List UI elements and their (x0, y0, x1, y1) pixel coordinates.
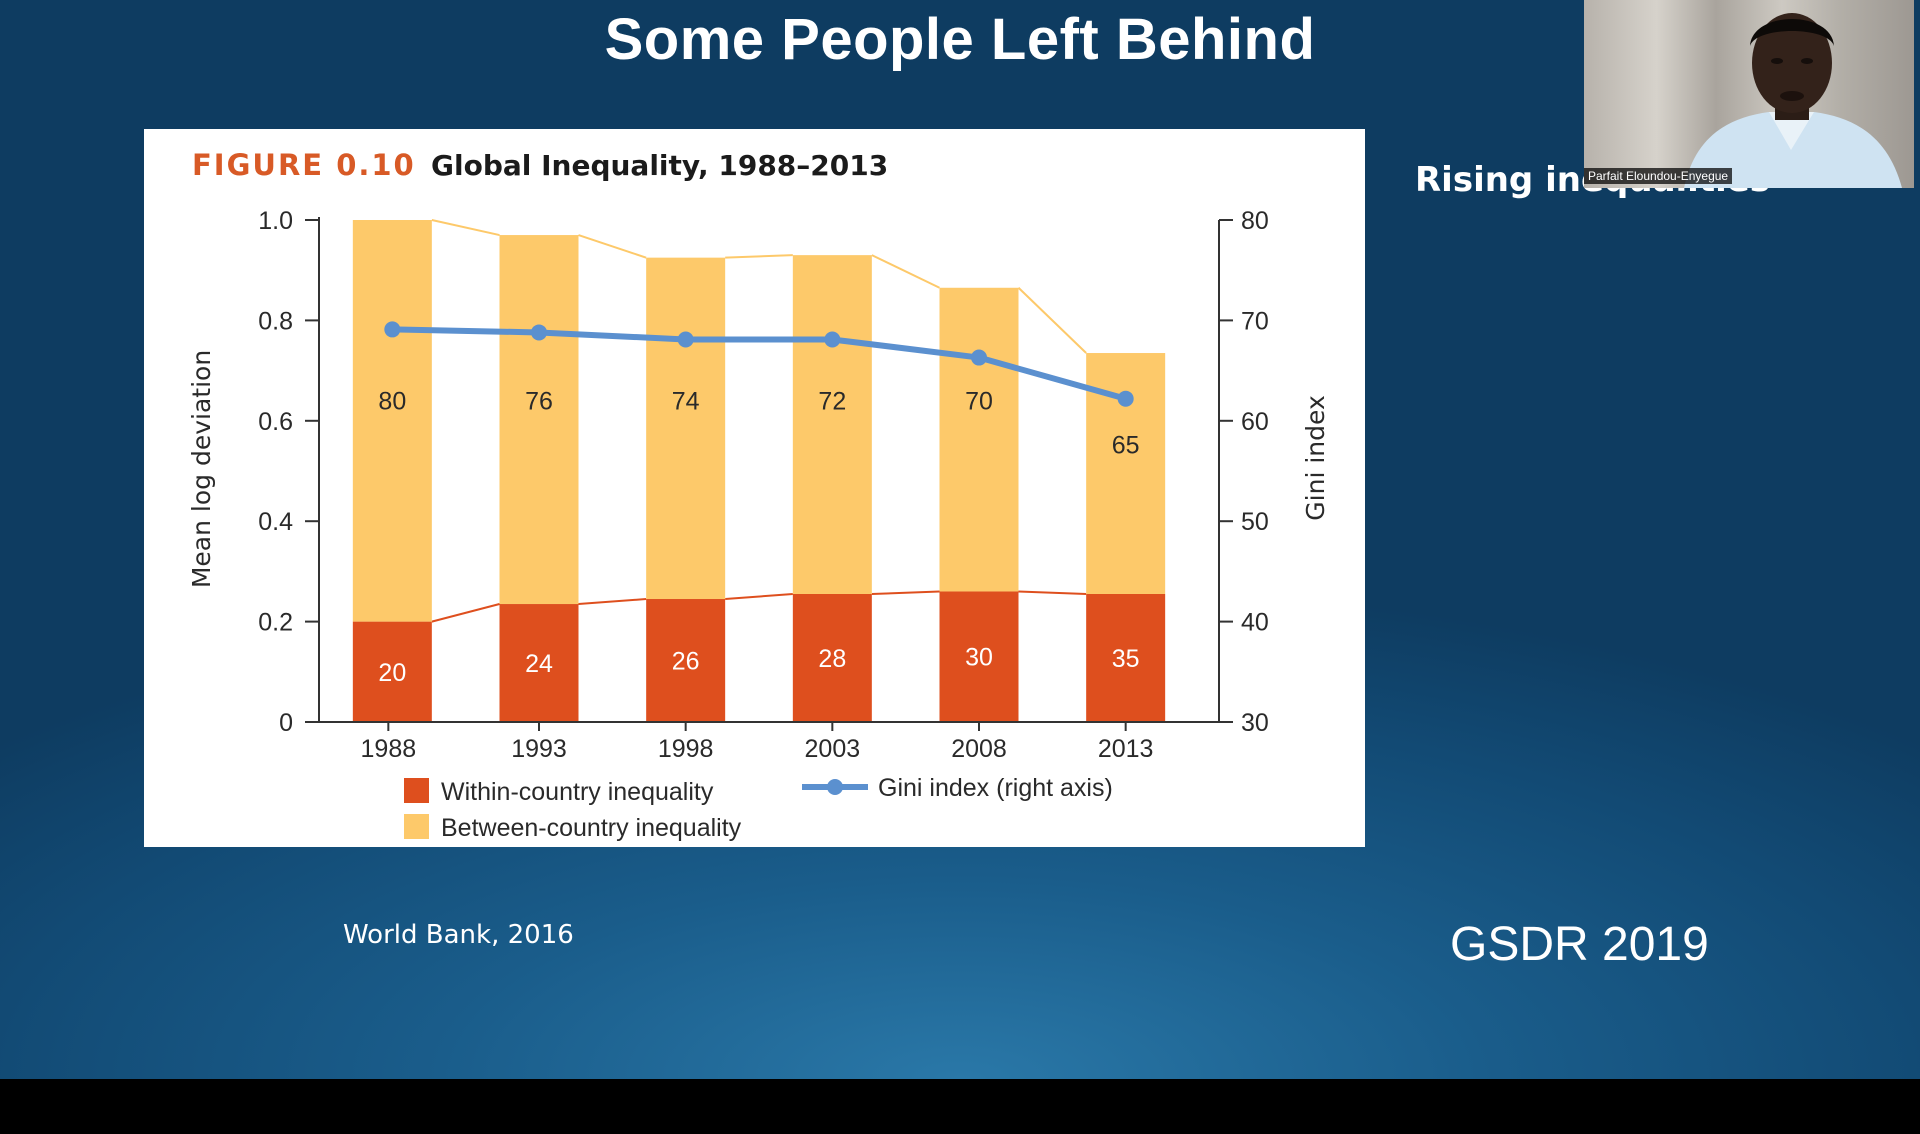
connector-between (871, 254, 940, 289)
legend: Within-country inequality Between-country… (404, 774, 1113, 842)
y-tick-label: 0.2 (258, 609, 293, 637)
gini-point (824, 331, 841, 348)
bar-within-2013 (1086, 593, 1166, 722)
axes: 0 0.2 0.4 0.6 0.8 1.0 30 40 50 60 70 80 1988 1993 1998… (258, 207, 1269, 763)
gini-point (531, 324, 547, 341)
bars (352, 220, 1166, 722)
x-tick-label: 1998 (658, 735, 714, 763)
bar-within-1998 (646, 599, 726, 722)
connector-within (725, 592, 793, 601)
legend-swatch-within (404, 778, 429, 803)
legend-label-within: Within-country inequality (441, 778, 714, 806)
bar-labels: 20 80 24 76 26 74 28 72 30 70 35 65 (378, 388, 1139, 687)
y2-tick-label: 30 (1241, 709, 1269, 737)
bar-label-between: 76 (525, 388, 553, 416)
y-tick-label: 0.6 (258, 408, 293, 436)
y2-tick-label: 80 (1241, 207, 1269, 235)
bar-between-1993 (499, 235, 579, 605)
x-tick-label: 1988 (361, 735, 417, 763)
connector-between (1017, 287, 1087, 354)
participant-name-label: Parfait Eloundou-Enyegue (1584, 168, 1733, 184)
y2-tick-label: 60 (1241, 408, 1269, 436)
conference-tag: GSDR 2019 (1450, 918, 1709, 971)
bar-within-1988 (352, 621, 432, 722)
gini-line (392, 326, 1127, 402)
gini-point (971, 349, 987, 366)
source-citation: World Bank, 2016 (343, 920, 574, 950)
y-tick-label: 0.8 (258, 307, 293, 335)
y2-tick-label: 40 (1241, 609, 1269, 637)
bar-within-1993 (499, 604, 579, 722)
bar-label-between: 70 (965, 388, 993, 416)
y-tick-label: 0.4 (258, 508, 293, 536)
bar-between-1998 (646, 257, 726, 600)
y-tick-label: 1.0 (258, 207, 293, 235)
legend-label-between: Between-country inequality (441, 814, 742, 842)
legend-swatch-gini-marker (827, 779, 843, 795)
bar-label-within: 30 (965, 644, 993, 672)
legend-swatch-between (404, 814, 429, 839)
slide-title: Some People Left Behind (604, 7, 1316, 72)
y-tick-label: 0 (279, 709, 293, 737)
bar-between-2003 (792, 255, 872, 594)
y2-axis-title: Gini index (1301, 395, 1330, 520)
bar-within-2003 (792, 593, 872, 722)
bar-within-2008 (939, 591, 1019, 722)
bar-connectors (431, 219, 1087, 623)
bar-between-1988 (352, 220, 432, 622)
y-axis-title: Mean log deviation (187, 350, 216, 588)
gini-point (384, 321, 401, 338)
figure-label: FIGURE 0.10 (192, 148, 416, 182)
bar-label-between: 80 (378, 388, 406, 416)
connector-within (1018, 590, 1087, 595)
meeting-bottom-bar (0, 1079, 1920, 1134)
bar-label-within: 24 (525, 650, 553, 678)
x-tick-label: 2008 (951, 735, 1007, 763)
y2-tick-label: 50 (1241, 508, 1269, 536)
gini-line-group (384, 321, 1134, 407)
gini-point (1117, 390, 1134, 407)
connector-between (578, 234, 647, 259)
bar-label-between: 65 (1112, 432, 1140, 460)
participant-video-feed (1684, 13, 1902, 188)
bar-label-within: 28 (818, 645, 846, 673)
bar-label-within: 35 (1112, 645, 1140, 673)
figure-title: Global Inequality, 1988–2013 (431, 149, 888, 182)
chart-panel: FIGURE 0.10 Global Inequality, 1988–2013… (144, 129, 1365, 847)
y2-tick-label: 70 (1241, 307, 1269, 335)
connector-between (725, 254, 793, 259)
x-tick-label: 2003 (805, 735, 861, 763)
connector-between (431, 219, 500, 237)
connector-within (578, 598, 647, 606)
x-tick-label: 1993 (511, 735, 567, 763)
bar-label-within: 20 (378, 659, 406, 687)
x-tick-label: 2013 (1098, 735, 1154, 763)
bar-label-between: 72 (818, 388, 846, 416)
bar-label-between: 74 (672, 388, 700, 416)
gini-point (677, 331, 694, 348)
bar-between-2008 (939, 287, 1019, 592)
connector-within (871, 590, 940, 595)
legend-label-gini: Gini index (right axis) (878, 774, 1113, 802)
connector-within (431, 603, 500, 623)
participant-video[interactable] (1584, 0, 1914, 188)
bar-label-within: 26 (672, 648, 700, 676)
chart-svg: FIGURE 0.10 Global Inequality, 1988–2013… (187, 148, 1330, 842)
